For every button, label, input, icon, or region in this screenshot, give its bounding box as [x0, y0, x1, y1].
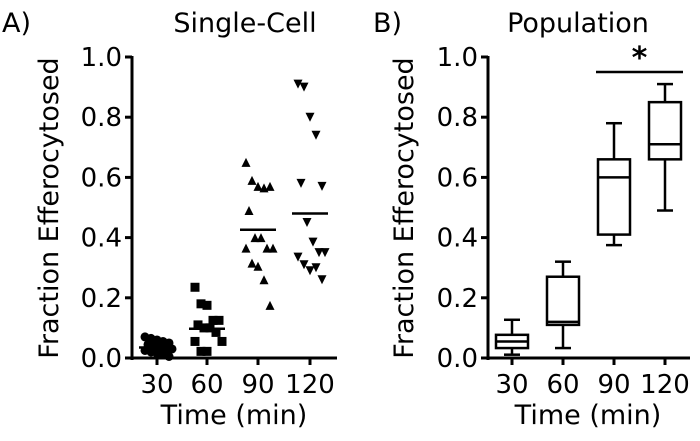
data-point-triangle-down: [299, 82, 309, 92]
y-tick-label: 0.4: [81, 224, 122, 254]
y-tick-label: 0.4: [437, 224, 478, 254]
data-point-square: [196, 299, 206, 309]
data-point-triangle-up: [256, 233, 266, 243]
data-point-triangle-down: [299, 260, 309, 270]
data-point-triangle-down: [305, 266, 315, 276]
data-point-triangle-up: [241, 157, 251, 167]
panel-b-ylabel: Fraction Efferocytosed: [389, 57, 420, 358]
data-point-triangle-up: [241, 243, 251, 253]
data-point-triangle-up: [253, 181, 263, 191]
data-point-triangle-up: [265, 181, 275, 191]
panel-b-xlabel: Time (min): [514, 400, 662, 431]
y-tick-label: 0.0: [81, 344, 122, 374]
panel-a-xlabel: Time (min): [160, 400, 308, 431]
panel-a-single-cell: A) Single-Cell Fraction Efferocytosed Ti…: [2, 8, 337, 431]
y-tick-label: 0.2: [81, 284, 122, 314]
data-point-triangle-up: [259, 275, 269, 285]
data-point-triangle-down: [305, 112, 315, 122]
x-tick-label: 60: [190, 370, 223, 400]
x-tick-label: 120: [640, 370, 690, 400]
data-point-triangle-up: [247, 258, 257, 268]
data-point-square: [202, 300, 212, 310]
data-point-triangle-up: [244, 206, 254, 216]
data-point-triangle-down: [311, 263, 321, 273]
y-tick-label: 0.2: [437, 284, 478, 314]
data-point-triangle-down: [317, 181, 327, 191]
data-point-triangle-up: [262, 243, 272, 253]
data-point-triangle-down: [296, 178, 306, 188]
data-point-square: [193, 320, 203, 330]
x-tick-label: 30: [495, 370, 528, 400]
panel-b-title: Population: [507, 8, 649, 39]
x-tick-label: 30: [140, 370, 173, 400]
data-point-square: [211, 327, 221, 337]
y-tick-label: 1.0: [437, 43, 478, 73]
data-point-triangle-down: [308, 237, 318, 247]
y-tick-label: 1.0: [81, 43, 122, 73]
data-point-triangle-down: [314, 248, 324, 258]
y-tick-label: 0.8: [437, 103, 478, 133]
data-point-square: [190, 282, 200, 292]
data-point-triangle-up: [268, 243, 278, 253]
y-tick-label: 0.6: [437, 163, 478, 193]
data-point-square: [196, 346, 206, 356]
data-point-triangle-down: [311, 130, 321, 140]
x-tick-label: 60: [546, 370, 579, 400]
box: [545, 275, 581, 327]
y-tick-label: 0.0: [437, 344, 478, 374]
data-point-triangle-up: [247, 175, 257, 185]
data-point-square: [208, 315, 218, 325]
data-point-square: [217, 336, 227, 346]
data-point-circle: [164, 351, 174, 361]
data-point-triangle-down: [320, 248, 330, 258]
data-point-triangle-up: [265, 300, 275, 310]
panel-b-population: B) Population Fraction Efferocytosed Tim…: [373, 8, 690, 431]
data-point-triangle-up: [250, 233, 260, 243]
data-point-triangle-up: [253, 261, 263, 271]
box: [647, 100, 683, 161]
data-point-square: [190, 336, 200, 346]
x-tick-label: 120: [285, 370, 335, 400]
box: [596, 158, 632, 236]
panel-a-title: Single-Cell: [173, 8, 316, 39]
data-point-square: [214, 315, 224, 325]
x-tick-label: 90: [597, 370, 630, 400]
panel-b-label: B): [373, 8, 402, 39]
data-point-triangle-down: [317, 275, 327, 285]
panel-a-label: A): [2, 8, 31, 39]
panel-a-ylabel: Fraction Efferocytosed: [34, 57, 65, 358]
data-point-triangle-down: [293, 79, 303, 89]
significance-star: *: [632, 41, 648, 76]
x-tick-label: 90: [241, 370, 274, 400]
data-point-triangle-down: [293, 252, 303, 262]
y-tick-label: 0.6: [81, 163, 122, 193]
data-point-triangle-down: [302, 218, 312, 228]
data-point-square: [202, 346, 212, 356]
y-tick-label: 0.8: [81, 103, 122, 133]
